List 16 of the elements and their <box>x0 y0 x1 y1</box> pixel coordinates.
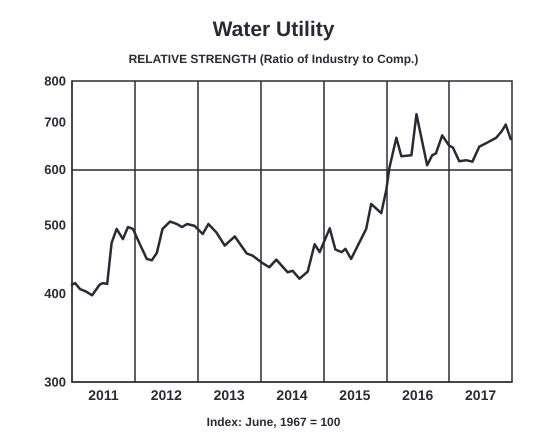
text: Index: June, 1967 = 100 <box>206 415 341 429</box>
x-tick-label: 2014 <box>276 387 308 403</box>
y-tick-label: 800 <box>44 74 66 88</box>
x-tick-label: 2013 <box>214 387 245 403</box>
y-tick-label: 400 <box>44 286 66 302</box>
y-tick-label: 600 <box>44 162 66 177</box>
x-tick-label: 2017 <box>464 387 496 403</box>
chart-subtitle: RELATIVE STRENGTH (Ratio of Industry to Comp.) <box>128 52 418 66</box>
x-tick-label: 2016 <box>402 387 434 403</box>
x-tick-label: 2015 <box>339 387 371 403</box>
chart-title: Water Utility <box>212 18 335 41</box>
y-tick-label: 700 <box>44 114 66 130</box>
y-tick-label: 500 <box>44 218 66 233</box>
x-tick-label: 2011 <box>88 387 119 403</box>
x-tick-label: 2012 <box>150 387 182 403</box>
y-tick-label: 300 <box>44 374 66 390</box>
